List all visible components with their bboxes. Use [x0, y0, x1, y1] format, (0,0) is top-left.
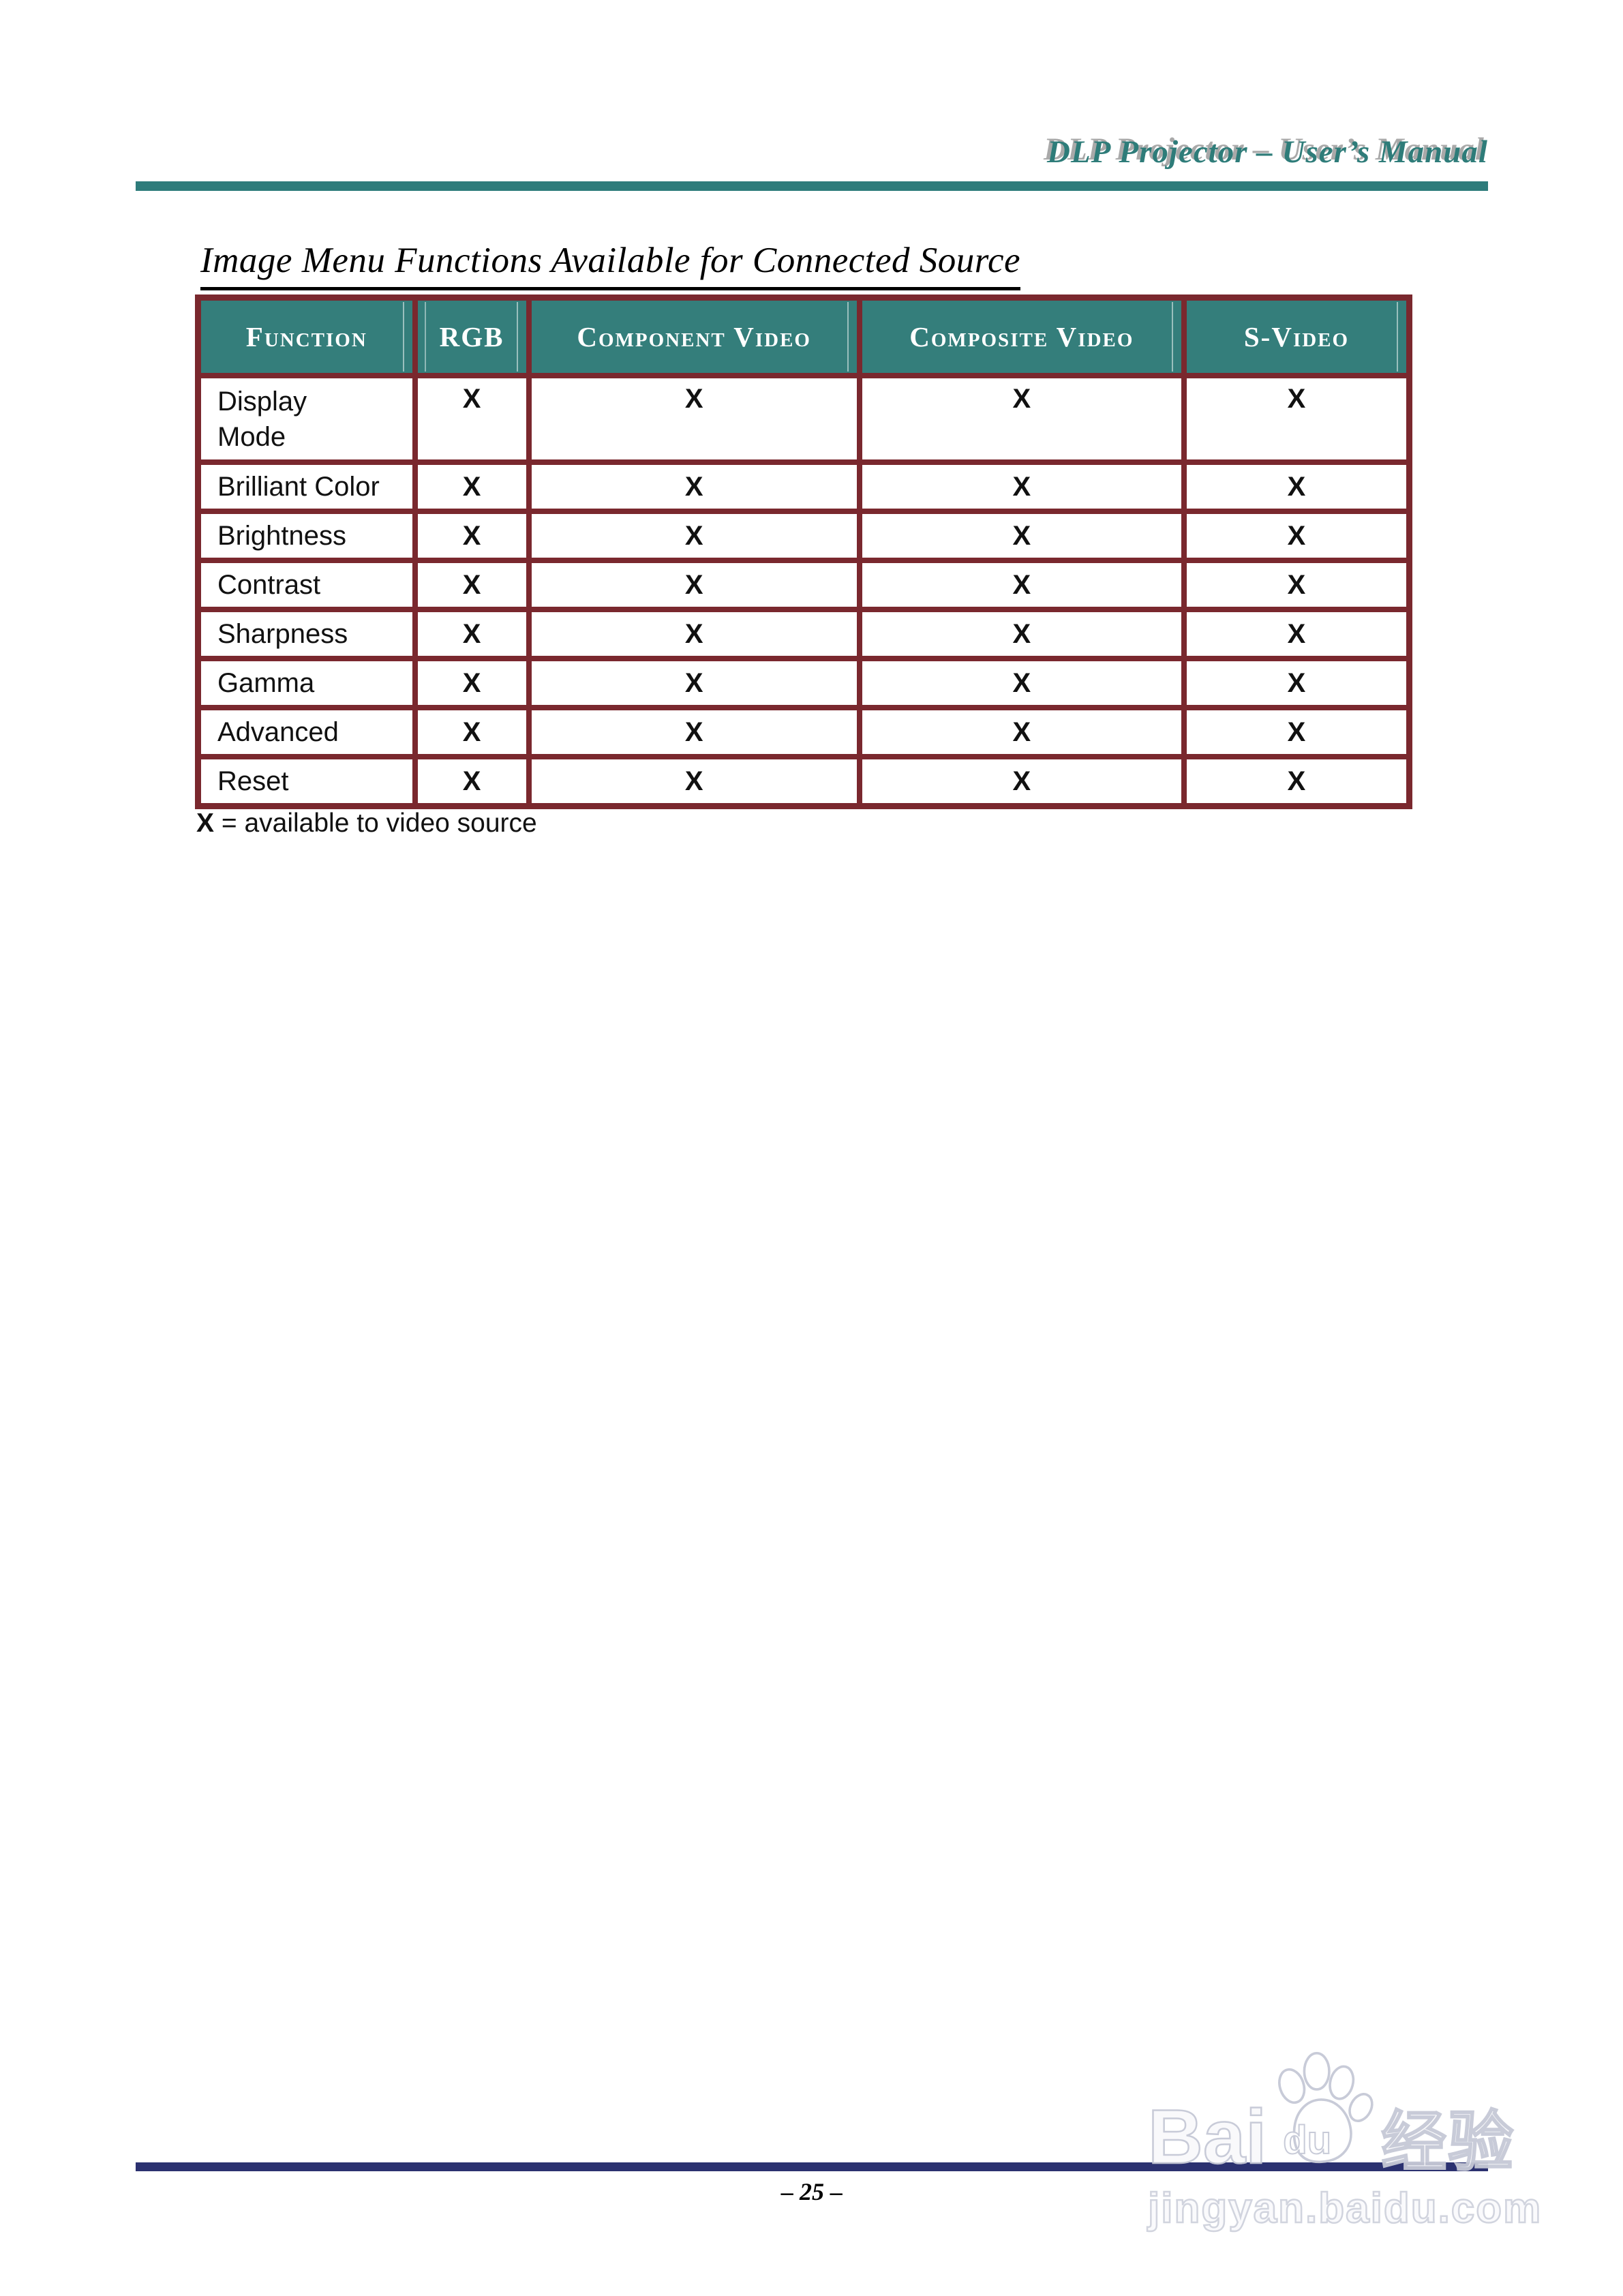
function-label: Brightness	[195, 509, 418, 563]
table-row-contrast: Contrast X X X X	[195, 558, 1412, 612]
baidu-du-text: du	[1282, 2117, 1332, 2163]
column-header-s-video: S-Video	[1181, 294, 1412, 378]
availability-mark: X	[526, 373, 862, 465]
baidu-watermark: Bai du 经验 jingyan.baidu.com	[1147, 2051, 1557, 2233]
note-text: = available to video source	[221, 809, 537, 838]
availability-mark: X	[856, 373, 1187, 465]
note-symbol: X	[196, 809, 215, 838]
table-row-advanced: Advanced X X X X	[195, 705, 1412, 759]
availability-mark: X	[856, 656, 1187, 710]
availability-mark: X	[412, 459, 532, 514]
column-header-rgb: RGB	[412, 294, 532, 378]
header-rule	[136, 181, 1488, 191]
availability-mark: X	[526, 509, 862, 563]
availability-mark: X	[856, 607, 1187, 661]
availability-mark: X	[1181, 459, 1412, 514]
availability-mark: X	[1181, 656, 1412, 710]
column-header-function: Function	[195, 294, 418, 378]
table-row-display-mode: Display Mode X X X X	[195, 373, 1412, 465]
availability-mark: X	[856, 705, 1187, 759]
availability-mark: X	[412, 607, 532, 661]
page-number: – 25 –	[781, 2178, 843, 2205]
availability-note: X = available to video source	[196, 809, 537, 839]
table-row-reset: Reset X X X X	[195, 754, 1412, 809]
table-row-sharpness: Sharpness X X X X	[195, 607, 1412, 661]
function-label: Sharpness	[195, 607, 418, 661]
availability-mark: X	[526, 607, 862, 661]
table-row-brilliant-color: Brilliant Color X X X X	[195, 459, 1412, 514]
baidu-paw-icon: du	[1262, 2052, 1376, 2173]
availability-mark: X	[1181, 509, 1412, 563]
function-label: Reset	[195, 754, 418, 809]
watermark-url: jingyan.baidu.com	[1147, 2184, 1543, 2233]
availability-mark: X	[856, 558, 1187, 612]
baidu-brand-text: Bai	[1147, 2094, 1268, 2179]
availability-mark: X	[1181, 373, 1412, 465]
column-header-composite-video: Composite Video	[856, 294, 1187, 378]
footer-rule	[136, 2162, 1488, 2171]
section-title: Image Menu Functions Available for Conne…	[200, 240, 1021, 290]
availability-mark: X	[856, 459, 1187, 514]
availability-mark: X	[412, 754, 532, 809]
table-header-row: Function RGB Component Video Composite V…	[195, 294, 1412, 378]
function-label: Gamma	[195, 656, 418, 710]
availability-mark: X	[412, 373, 532, 465]
availability-mark: X	[1181, 754, 1412, 809]
function-label: Contrast	[195, 558, 418, 612]
availability-mark: X	[526, 459, 862, 514]
baidu-jingyan-cn-text: 经验	[1380, 2105, 1515, 2179]
functions-table: Function RGB Component Video Composite V…	[195, 294, 1412, 809]
table-row-gamma: Gamma X X X X	[195, 656, 1412, 710]
manual-title: DLP Projector – User’s Manual	[1047, 134, 1488, 170]
availability-mark: X	[526, 754, 862, 809]
availability-mark: X	[1181, 705, 1412, 759]
availability-mark: X	[526, 656, 862, 710]
availability-mark: X	[526, 705, 862, 759]
table-row-brightness: Brightness X X X X	[195, 509, 1412, 563]
column-header-component-video: Component Video	[526, 294, 862, 378]
function-label: Brilliant Color	[195, 459, 418, 514]
function-label: Advanced	[195, 705, 418, 759]
availability-mark: X	[412, 558, 532, 612]
availability-mark: X	[856, 509, 1187, 563]
availability-mark: X	[412, 705, 532, 759]
availability-mark: X	[412, 656, 532, 710]
availability-mark: X	[1181, 607, 1412, 661]
function-label: Display Mode	[195, 373, 418, 465]
availability-mark: X	[412, 509, 532, 563]
availability-mark: X	[526, 558, 862, 612]
availability-mark: X	[856, 754, 1187, 809]
availability-mark: X	[1181, 558, 1412, 612]
baidu-logo: Bai du 经验	[1147, 2051, 1557, 2179]
